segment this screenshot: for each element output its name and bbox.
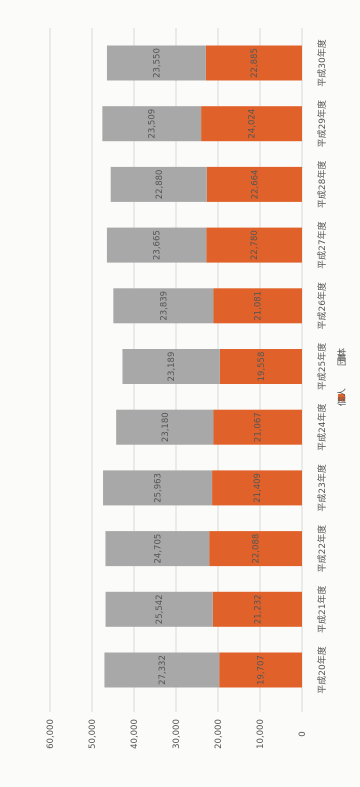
bar-segment-dantai — [105, 591, 213, 627]
category-label: 平成21年度 — [316, 586, 328, 633]
value-axis-tick-label: 30,000 — [172, 719, 182, 749]
bar-segment-kojin — [212, 591, 302, 627]
bar-segment-dantai — [110, 166, 207, 202]
bar-segment-dantai — [116, 409, 214, 445]
category-label: 平成27年度 — [316, 221, 328, 268]
category-label: 平成26年度 — [316, 282, 328, 329]
value-axis-tick-label: 40,000 — [130, 719, 140, 749]
legend-label: 団体 — [336, 348, 348, 366]
category-label: 平成25年度 — [316, 343, 328, 390]
bar-segment-dantai — [106, 45, 206, 81]
bar-segment-kojin — [219, 349, 302, 384]
value-axis-tick-label: 60,000 — [46, 719, 56, 749]
legend-swatch — [338, 394, 345, 401]
data-label-dantai: 27,332 — [158, 655, 168, 685]
data-label-kojin: 22,664 — [250, 170, 260, 200]
bar-segment-dantai — [122, 349, 220, 384]
data-label-dantai: 23,189 — [167, 352, 177, 382]
bar-segment-kojin — [219, 652, 302, 688]
bar-segment-dantai — [102, 106, 202, 142]
value-labels: 19,707 27,332 21,232 25,542 22,088 24,705 21,4… — [148, 48, 267, 685]
data-label-dantai: 23,180 — [161, 412, 171, 442]
data-label-kojin: 22,088 — [252, 534, 262, 564]
value-axis-tick-label: 0 — [298, 731, 308, 736]
axes: 0 10,000 20,000 30,000 40,000 50,000 60,000 平成2… — [46, 39, 328, 749]
bar-segment-dantai — [104, 652, 220, 688]
bar-segment-dantai — [105, 531, 210, 567]
bar-segment-dantai — [106, 227, 207, 263]
category-label: 平成30年度 — [316, 39, 328, 86]
legend-label: 個人 — [336, 388, 348, 406]
bar-segment-kojin — [206, 227, 302, 263]
data-label-dantai: 23,839 — [159, 291, 169, 321]
bar-segment-kojin — [206, 166, 302, 202]
category-label: 平成22年度 — [316, 525, 328, 572]
category-label: 平成23年度 — [316, 464, 328, 511]
data-label-dantai: 25,963 — [154, 473, 164, 503]
bar-segment-kojin — [212, 470, 302, 506]
category-label: 平成29年度 — [316, 100, 328, 147]
data-label-kojin: 19,558 — [257, 352, 267, 382]
bar-segment-kojin — [213, 288, 302, 324]
category-label: 平成20年度 — [316, 646, 328, 693]
data-label-dantai: 23,550 — [152, 48, 162, 78]
bar-segment-dantai — [103, 470, 213, 506]
category-label: 平成24年度 — [316, 403, 328, 450]
data-label-kojin: 22,780 — [250, 230, 260, 260]
data-label-kojin: 22,885 — [250, 48, 260, 78]
bar-segment-dantai — [113, 288, 214, 324]
data-label-kojin: 21,409 — [253, 473, 263, 503]
data-label-dantai: 25,542 — [155, 594, 165, 624]
value-axis-tick-label: 10,000 — [256, 719, 266, 749]
legend-swatch — [338, 354, 345, 361]
data-label-kojin: 24,024 — [248, 109, 258, 139]
bar-segment-kojin — [201, 106, 302, 142]
value-axis-tick-label: 50,000 — [88, 719, 98, 749]
bar-segment-kojin — [209, 531, 302, 567]
data-label-kojin: 21,081 — [254, 291, 264, 321]
category-label: 平成28年度 — [316, 161, 328, 208]
value-axis-tick-label: 20,000 — [214, 719, 224, 749]
data-label-dantai: 23,509 — [148, 109, 158, 139]
data-label-dantai: 22,880 — [155, 170, 165, 200]
bar-segment-kojin — [213, 409, 302, 445]
data-label-dantai: 24,705 — [153, 534, 163, 564]
data-label-kojin: 21,067 — [254, 412, 264, 442]
data-label-kojin: 21,232 — [253, 594, 263, 624]
data-label-kojin: 19,707 — [257, 655, 267, 685]
data-label-dantai: 23,665 — [153, 230, 163, 260]
bar-segment-kojin — [205, 45, 302, 81]
bars — [102, 45, 302, 688]
